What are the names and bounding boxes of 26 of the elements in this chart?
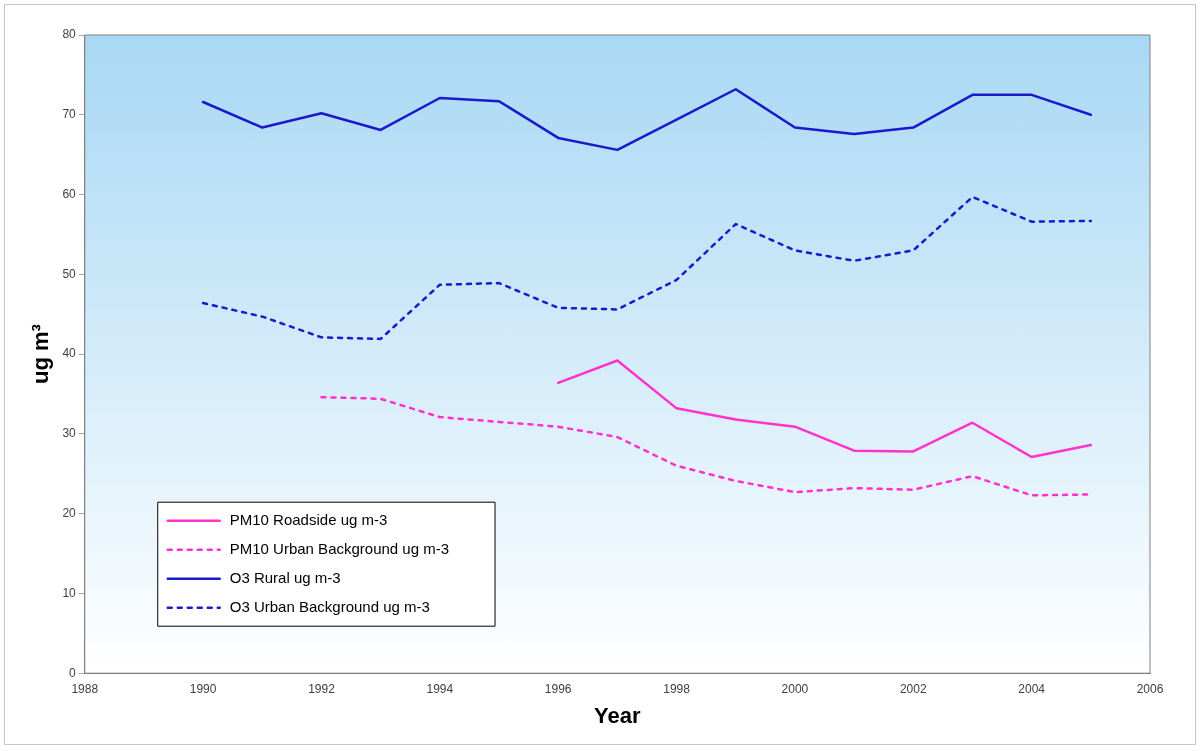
y-tick-label: 20 [62, 505, 77, 520]
y-tick-label: 30 [62, 426, 77, 441]
x-tick-label: 1994 [426, 681, 454, 696]
y-tick-label: 70 [62, 107, 77, 122]
y-tick-label: 60 [62, 186, 77, 201]
x-tick-label: 1998 [663, 681, 691, 696]
y-axis-title: ug m³ [28, 324, 54, 385]
x-axis-title: Year [594, 702, 642, 728]
y-tick-label: 50 [62, 266, 77, 281]
x-tick-label: 1996 [544, 681, 572, 696]
legend-label: PM10 Roadside ug m-3 [229, 510, 388, 528]
x-tick-label: 1992 [308, 681, 336, 696]
x-tick-label: 2000 [781, 681, 809, 696]
line-series [201, 195, 1093, 341]
legend-label: PM10 Urban Background ug m-3 [229, 539, 450, 557]
x-tick-label: 2002 [899, 681, 927, 696]
x-tick-label: 2006 [1136, 681, 1164, 696]
x-tick-label: 1988 [71, 681, 99, 696]
x-tick-label: 1990 [189, 681, 217, 696]
legend-label: O3 Urban Background ug m-3 [229, 597, 430, 615]
x-tick-label: 2004 [1018, 681, 1046, 696]
y-tick-label: 0 [69, 665, 77, 680]
y-tick-label: 80 [62, 27, 77, 42]
legend-label: O3 Rural ug m-3 [229, 568, 341, 586]
y-tick-label: 40 [62, 346, 77, 361]
y-tick-label: 10 [62, 585, 77, 600]
